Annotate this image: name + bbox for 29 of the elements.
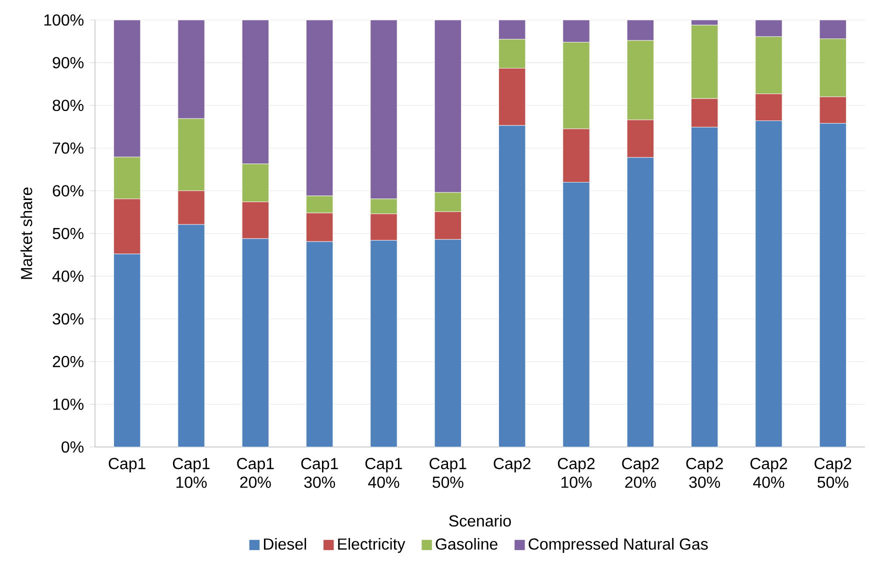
y-tick-label: 80% — [52, 100, 84, 112]
x-tick-label: Cap1 40% — [365, 458, 402, 488]
y-tick-label: 20% — [52, 356, 84, 368]
x-tick-label: Cap1 50% — [430, 458, 466, 488]
y-tick-label: 60% — [52, 185, 84, 196]
x-tick-label: Cap2 — [494, 458, 530, 472]
y-tick-label: 70% — [52, 142, 84, 154]
x-tick-label: Cap1 20% — [237, 458, 274, 488]
x-tick-label: Cap1 10% — [172, 458, 210, 488]
x-tick-label: Cap2 50% — [814, 458, 852, 488]
x-tick-label: Cap2 10% — [558, 458, 595, 488]
y-tick-label: 90% — [52, 57, 84, 68]
y-tick-label: 100% — [44, 14, 84, 26]
x-tick-label: Cap2 30% — [686, 458, 723, 488]
y-tick-label: 50% — [52, 228, 84, 240]
x-axis-title: Scenario — [449, 514, 511, 527]
legend-label: Compressed Natural Gas — [528, 538, 708, 553]
y-axis-title: Market share — [20, 188, 32, 279]
x-tick-label: Cap2 40% — [750, 458, 788, 488]
legend-label: Diesel — [264, 538, 306, 550]
y-tick-label: 40% — [52, 270, 84, 282]
legend-label: Gasoline — [436, 538, 498, 550]
y-tick-label: 10% — [53, 398, 84, 410]
x-tick-label: Cap2 20% — [622, 458, 659, 488]
legend-label: Electricity — [338, 538, 406, 553]
x-tick-label: Cap1 — [108, 458, 146, 472]
x-tick-label: Cap1 30% — [301, 458, 338, 488]
y-tick-label: 0% — [62, 441, 84, 453]
y-tick-label: 30% — [52, 313, 84, 325]
